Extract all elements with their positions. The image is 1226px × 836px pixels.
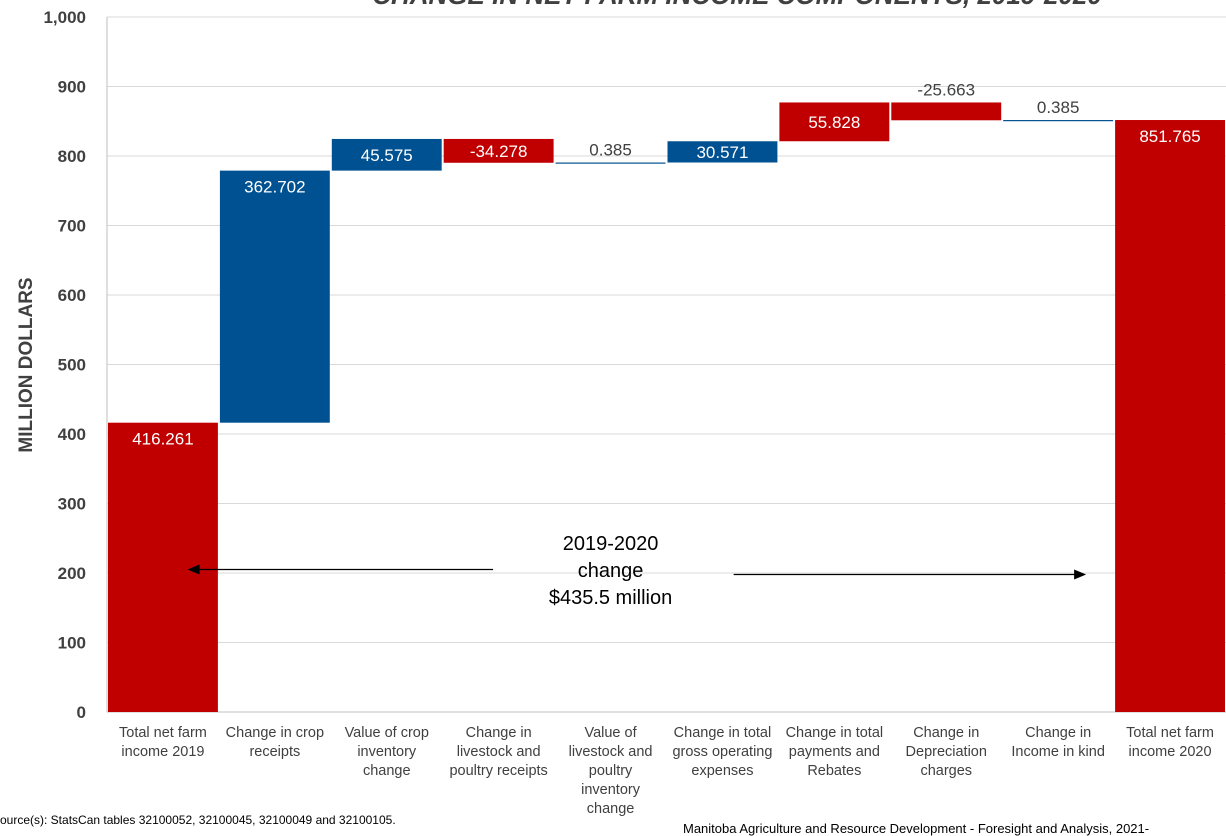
data-label: 45.575 — [361, 146, 413, 165]
x-tick-label: Change in — [913, 725, 979, 741]
data-label: -34.278 — [470, 142, 528, 161]
annotation-text: $435.5 million — [549, 587, 672, 609]
x-tick-label: poultry receipts — [449, 763, 547, 779]
x-tick-label: Change in — [466, 725, 532, 741]
y-tick-label: 500 — [58, 356, 86, 375]
x-tick-label: Income in kind — [1011, 744, 1105, 760]
x-tick-label: income 2020 — [1129, 744, 1212, 760]
y-axis-label: MILLION DOLLARS — [16, 277, 37, 452]
y-tick-label: 200 — [58, 564, 86, 583]
data-label: 851.765 — [1139, 127, 1200, 146]
x-tick-label: income 2019 — [121, 744, 204, 760]
bar — [331, 138, 442, 171]
data-label: -25.663 — [917, 80, 975, 99]
x-tick-label: payments and — [789, 744, 880, 760]
bar — [108, 422, 218, 712]
x-tick-label: Change in total — [786, 725, 884, 741]
y-tick-label: 100 — [58, 634, 86, 653]
annotation-text: change — [578, 560, 644, 582]
bar — [779, 102, 890, 142]
bar — [219, 170, 330, 423]
data-label: 0.385 — [1037, 98, 1080, 117]
credit-note: Manitoba Agriculture and Resource Develo… — [683, 821, 1150, 836]
x-tick-label: livestock and — [457, 744, 541, 760]
x-tick-label: poultry — [589, 763, 633, 779]
data-label: 30.571 — [696, 143, 748, 162]
arrow-right-head — [1074, 569, 1087, 580]
bar — [555, 162, 666, 164]
data-labels: 416.261 362.702 45.575 -34.278 0.385 30.571 55… — [132, 80, 1201, 448]
x-tick-label: change — [587, 801, 635, 817]
arrow-left-head — [187, 564, 200, 575]
x-tick-label: change — [363, 763, 411, 779]
x-tick-label: Change in crop — [226, 725, 324, 741]
x-tick-label: Value of crop — [345, 725, 429, 741]
data-label: 362.702 — [244, 178, 305, 197]
chart-title: CHANGE IN NET FARM INCOME COMPONENTS, 20… — [372, 0, 1102, 10]
y-tick-label: 400 — [58, 425, 86, 444]
bar — [667, 141, 778, 163]
data-label: 0.385 — [589, 141, 632, 160]
y-tick-label: 600 — [58, 286, 86, 305]
x-tick-label: inventory — [581, 782, 641, 798]
y-tick-label: 800 — [58, 147, 86, 166]
x-tick-label: expenses — [691, 763, 753, 779]
x-tick-label: Total net farm — [119, 725, 207, 741]
x-tick-label: livestock and — [569, 744, 653, 760]
x-tick-label: inventory — [357, 744, 417, 760]
bar — [1115, 120, 1225, 713]
bar — [1003, 120, 1114, 122]
data-label: 416.261 — [132, 430, 193, 449]
bar — [891, 102, 1002, 121]
source-note: ource(s): StatsCan tables 32100052, 3210… — [0, 813, 396, 827]
x-tick-label: Value of — [584, 725, 637, 741]
y-tick-label: 700 — [58, 217, 86, 236]
bars — [108, 102, 1225, 713]
y-tick-label: 0 — [77, 703, 86, 722]
y-tick-label: 1,000 — [43, 8, 86, 27]
data-label: 55.828 — [808, 113, 860, 132]
annotation-text: 2019-2020 — [563, 533, 659, 555]
x-tick-label: Rebates — [807, 763, 861, 779]
annotation: 2019-2020 change $435.5 million — [187, 533, 1087, 609]
y-tick-label: 900 — [58, 78, 86, 97]
bar — [443, 138, 554, 163]
x-tick-label: Change in total — [674, 725, 772, 741]
x-tick-label: Change in — [1025, 725, 1091, 741]
y-tick-label: 300 — [58, 495, 86, 514]
x-tick-label: Total net farm — [1126, 725, 1214, 741]
x-axis-ticks: Total net farm income 2019 Change in crop r… — [119, 725, 1214, 817]
x-tick-label: charges — [920, 763, 972, 779]
x-tick-label: receipts — [249, 744, 300, 760]
y-axis-ticks: 0 100 200 300 400 500 600 700 800 900 1,000 — [43, 8, 86, 722]
x-tick-label: gross operating — [672, 744, 772, 760]
x-tick-label: Depreciation — [906, 744, 987, 760]
